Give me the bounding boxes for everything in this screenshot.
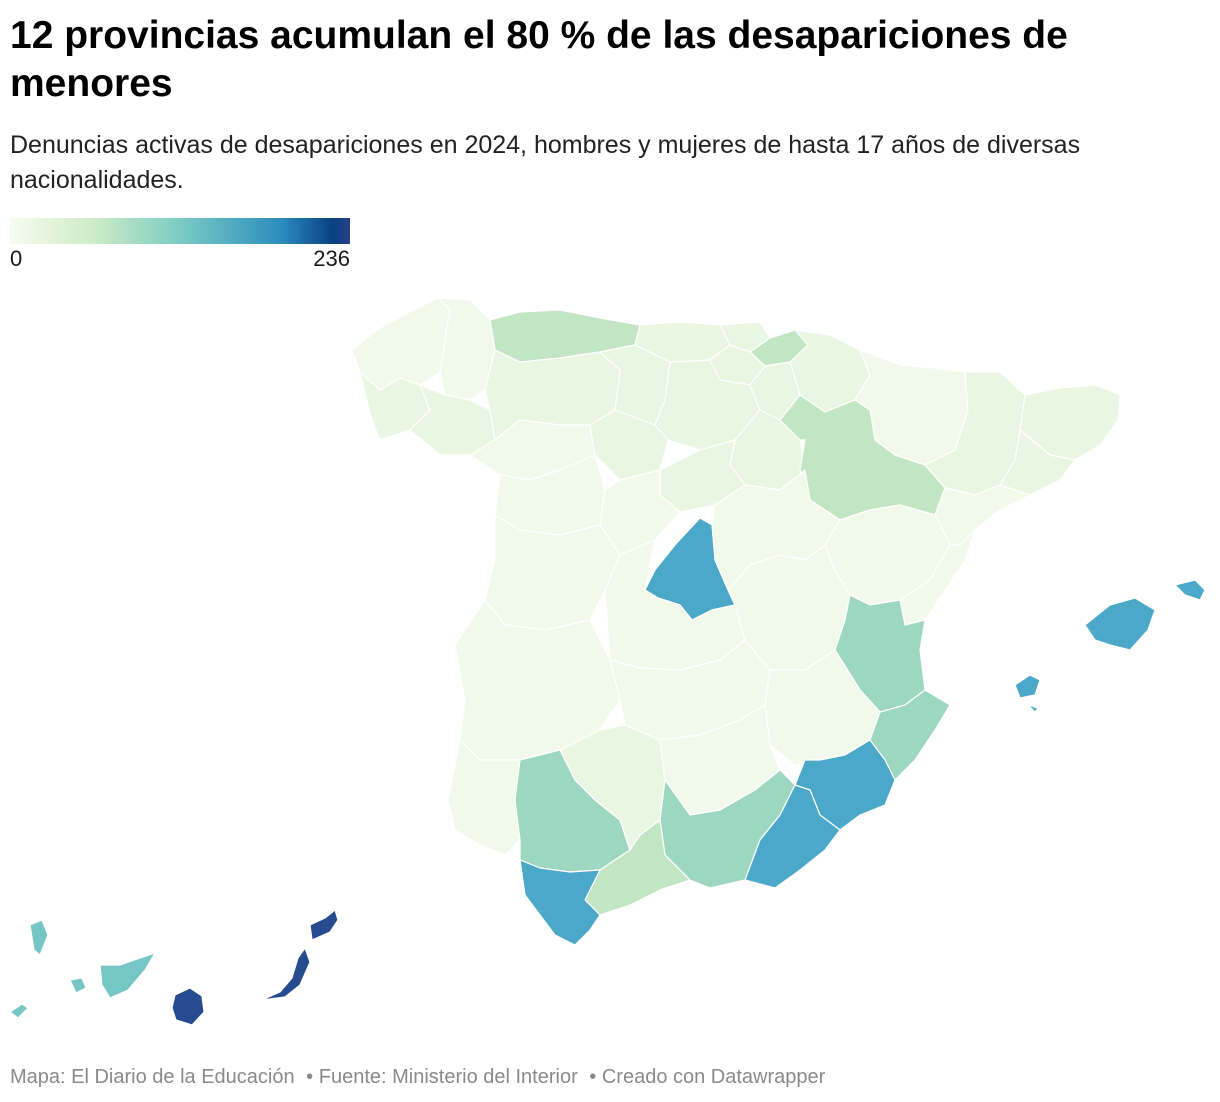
chart-title: 12 provincias acumulan el 80 % de las de…: [10, 14, 1068, 105]
province-canarias-fuerteventura: [261, 947, 311, 1001]
spain-provinces-map: [9, 297, 1206, 1026]
chart-subtitle: Denuncias activas de desapariciones en 2…: [10, 131, 1081, 194]
province-canarias-gran-canaria: [171, 987, 205, 1026]
province-tarragona: [934, 484, 1031, 546]
created-with-credit: • Creado con Datawrapper: [589, 1066, 826, 1088]
province-valladolid: [589, 409, 669, 481]
province-canarias-gomera: [69, 977, 87, 994]
footer-credits: Mapa: El Diario de la Educación • Fuente…: [10, 1066, 831, 1089]
province-canarias-hierro: [9, 1003, 29, 1019]
source-credit: • Fuente: Ministerio del Interior: [306, 1066, 578, 1088]
legend-min-label: 0: [10, 246, 23, 271]
province-baleares-mallorca: [1084, 597, 1156, 651]
province-baleares-ibiza: [1014, 674, 1041, 699]
province-cadiz: [519, 859, 601, 946]
color-legend: 0 236: [10, 218, 350, 272]
map-credit: Mapa: El Diario de la Educación: [10, 1066, 295, 1088]
province-almeria: [744, 784, 841, 889]
legend-max-label: 236: [313, 246, 350, 271]
province-baleares-menorca: [1174, 579, 1206, 601]
province-canarias-lanzarote: [309, 909, 339, 941]
province-baleares-formentera: [1027, 704, 1039, 713]
legend-gradient-bar: [10, 218, 350, 244]
province-galicia-coruna: [351, 297, 451, 391]
province-huelva: [447, 739, 521, 856]
province-barcelona: [999, 429, 1076, 496]
province-canarias-la-palma: [29, 919, 49, 956]
province-canarias-tenerife: [99, 952, 156, 999]
province-caceres: [484, 514, 621, 631]
